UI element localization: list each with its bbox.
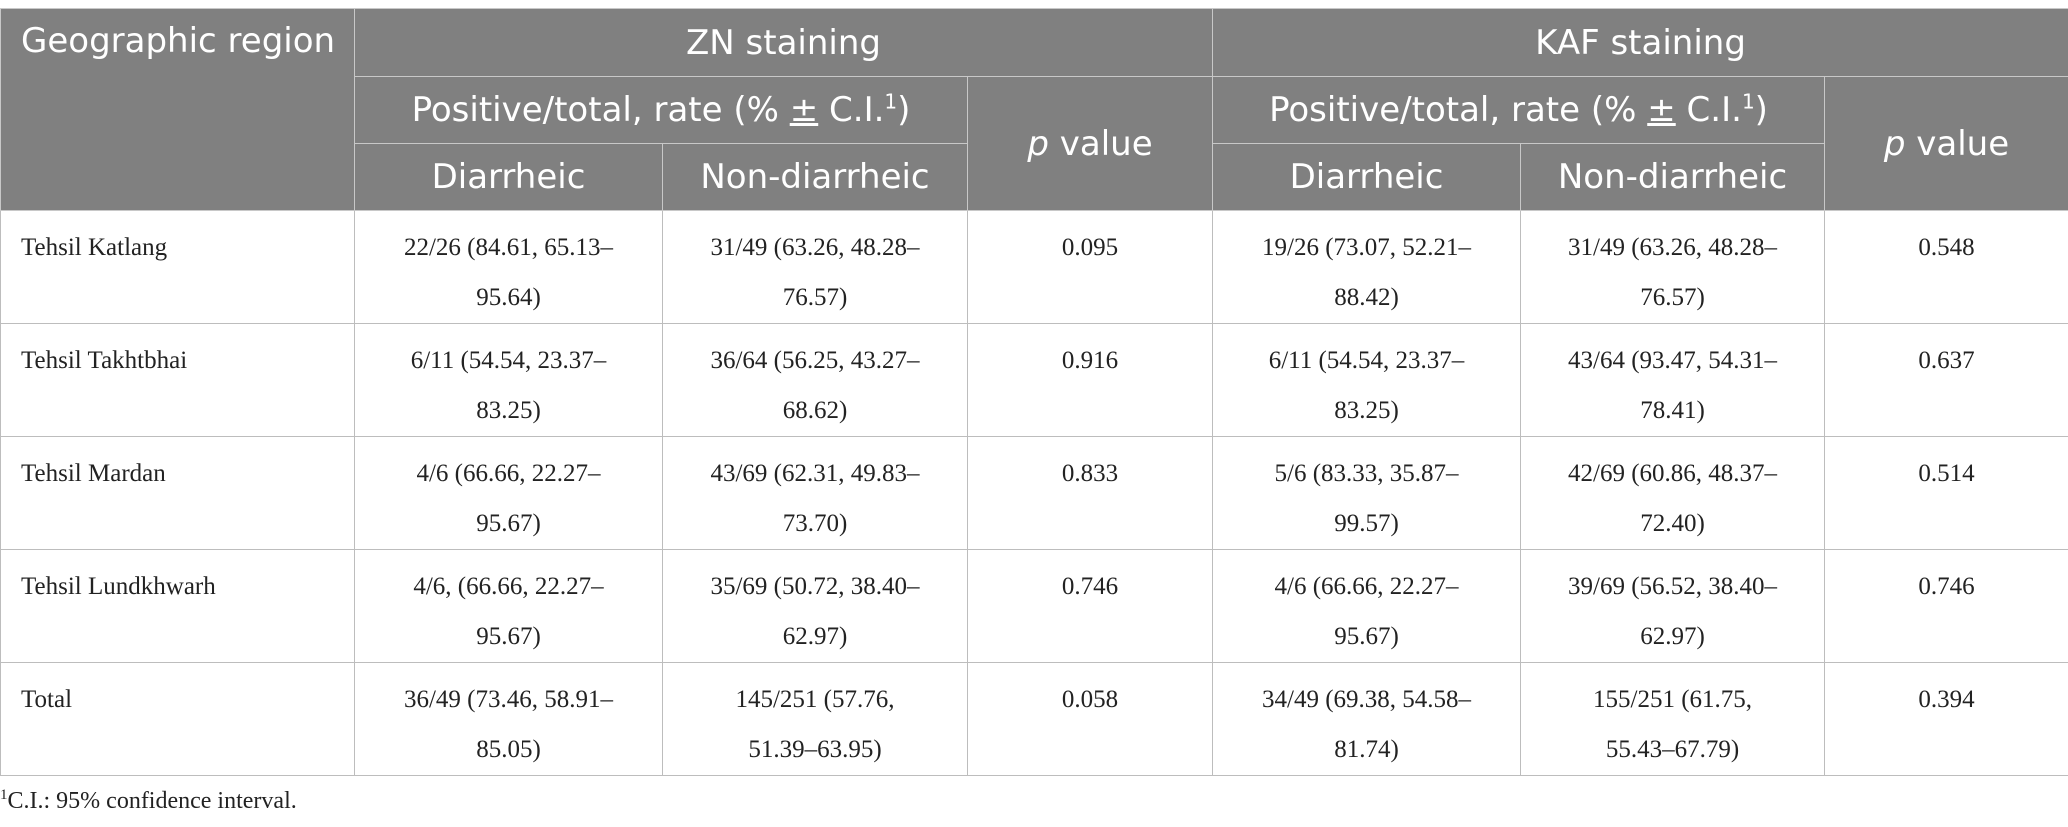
zn-p-value-cell: 0.916 [966, 323, 1214, 437]
zn-p-value-cell: 0.095 [966, 210, 1214, 324]
table-row: Tehsil Mardan 4/6 (66.66, 22.27– 95.67) 4… [0, 436, 2068, 550]
zn-non-diarrheic-cell: 36/64 (56.25, 43.27– 68.62) [662, 323, 968, 437]
kaf-diarrheic-cell: 34/49 (69.38, 54.58– 81.74) [1212, 662, 1522, 776]
region-cell: Total [0, 662, 355, 776]
kaf-diarrheic-cell: 4/6 (66.66, 22.27– 95.67) [1212, 549, 1522, 663]
kaf-non-diarrheic-cell: 155/251 (61.75, 55.43–67.79) [1520, 662, 1826, 776]
zn-non-diarrheic-cell: 35/69 (50.72, 38.40– 62.97) [662, 549, 968, 663]
kaf-diarrheic-cell: 19/26 (73.07, 52.21– 88.42) [1212, 210, 1522, 324]
header-geographic-region: Geographic region [0, 8, 355, 211]
header-kaf-non-diarrheic: Non-diarrheic [1520, 143, 1826, 211]
kaf-non-diarrheic-cell: 43/64 (93.47, 54.31– 78.41) [1520, 323, 1826, 437]
kaf-diarrheic-cell: 6/11 (54.54, 23.37– 83.25) [1212, 323, 1522, 437]
zn-diarrheic-cell: 22/26 (84.61, 65.13– 95.64) [354, 210, 663, 324]
prevalence-table: Geographic region ZN staining KAF staini… [0, 8, 2068, 776]
zn-diarrheic-cell: 4/6 (66.66, 22.27– 95.67) [354, 436, 663, 550]
header-kaf-diarrheic: Diarrheic [1212, 143, 1522, 211]
kaf-non-diarrheic-cell: 42/69 (60.86, 48.37– 72.40) [1520, 436, 1826, 550]
region-cell: Tehsil Mardan [0, 436, 355, 550]
header-kaf-positive-total: Positive/total, rate (% ± C.I.1) [1212, 76, 1826, 144]
zn-non-diarrheic-cell: 145/251 (57.76, 51.39–63.95) [662, 662, 968, 776]
header-kaf-p-value: p value [1824, 76, 2068, 211]
header-zn-diarrheic: Diarrheic [354, 143, 663, 211]
zn-diarrheic-cell: 4/6, (66.66, 22.27– 95.67) [354, 549, 663, 663]
zn-diarrheic-cell: 36/49 (73.46, 58.91– 85.05) [354, 662, 663, 776]
header-zn-non-diarrheic: Non-diarrheic [662, 143, 968, 211]
kaf-diarrheic-cell: 5/6 (83.33, 35.87– 99.57) [1212, 436, 1522, 550]
region-cell: Tehsil Takhtbhai [0, 323, 355, 437]
table-container: Geographic region ZN staining KAF staini… [0, 8, 2068, 776]
kaf-non-diarrheic-cell: 31/49 (63.26, 48.28– 76.57) [1520, 210, 1826, 324]
table-row: Tehsil Lundkhwarh 4/6, (66.66, 22.27– 95.… [0, 549, 2068, 663]
kaf-p-value-cell: 0.394 [1824, 662, 2068, 776]
kaf-p-value-cell: 0.514 [1824, 436, 2068, 550]
table-footnote: 1C.I.: 95% confidence interval. [0, 787, 297, 815]
header-zn-positive-total: Positive/total, rate (% ± C.I.1) [354, 76, 968, 144]
kaf-p-value-cell: 0.637 [1824, 323, 2068, 437]
kaf-p-value-cell: 0.746 [1824, 549, 2068, 663]
header-kaf-staining: KAF staining [1212, 8, 2068, 77]
zn-non-diarrheic-cell: 43/69 (62.31, 49.83– 73.70) [662, 436, 968, 550]
kaf-p-value-cell: 0.548 [1824, 210, 2068, 324]
zn-p-value-cell: 0.746 [966, 549, 1214, 663]
zn-p-value-cell: 0.833 [966, 436, 1214, 550]
header-zn-p-value: p value [966, 76, 1214, 211]
zn-diarrheic-cell: 6/11 (54.54, 23.37– 83.25) [354, 323, 663, 437]
region-cell: Tehsil Lundkhwarh [0, 549, 355, 663]
table-row: Tehsil Takhtbhai 6/11 (54.54, 23.37– 83.2… [0, 323, 2068, 437]
region-cell: Tehsil Katlang [0, 210, 355, 324]
header-zn-staining: ZN staining [353, 8, 1214, 77]
table-row: Total 36/49 (73.46, 58.91– 85.05) 145/251… [0, 662, 2068, 776]
kaf-non-diarrheic-cell: 39/69 (56.52, 38.40– 62.97) [1520, 549, 1826, 663]
table-row: Tehsil Katlang 22/26 (84.61, 65.13– 95.64… [0, 210, 2068, 324]
zn-p-value-cell: 0.058 [966, 662, 1214, 776]
zn-non-diarrheic-cell: 31/49 (63.26, 48.28– 76.57) [662, 210, 968, 324]
